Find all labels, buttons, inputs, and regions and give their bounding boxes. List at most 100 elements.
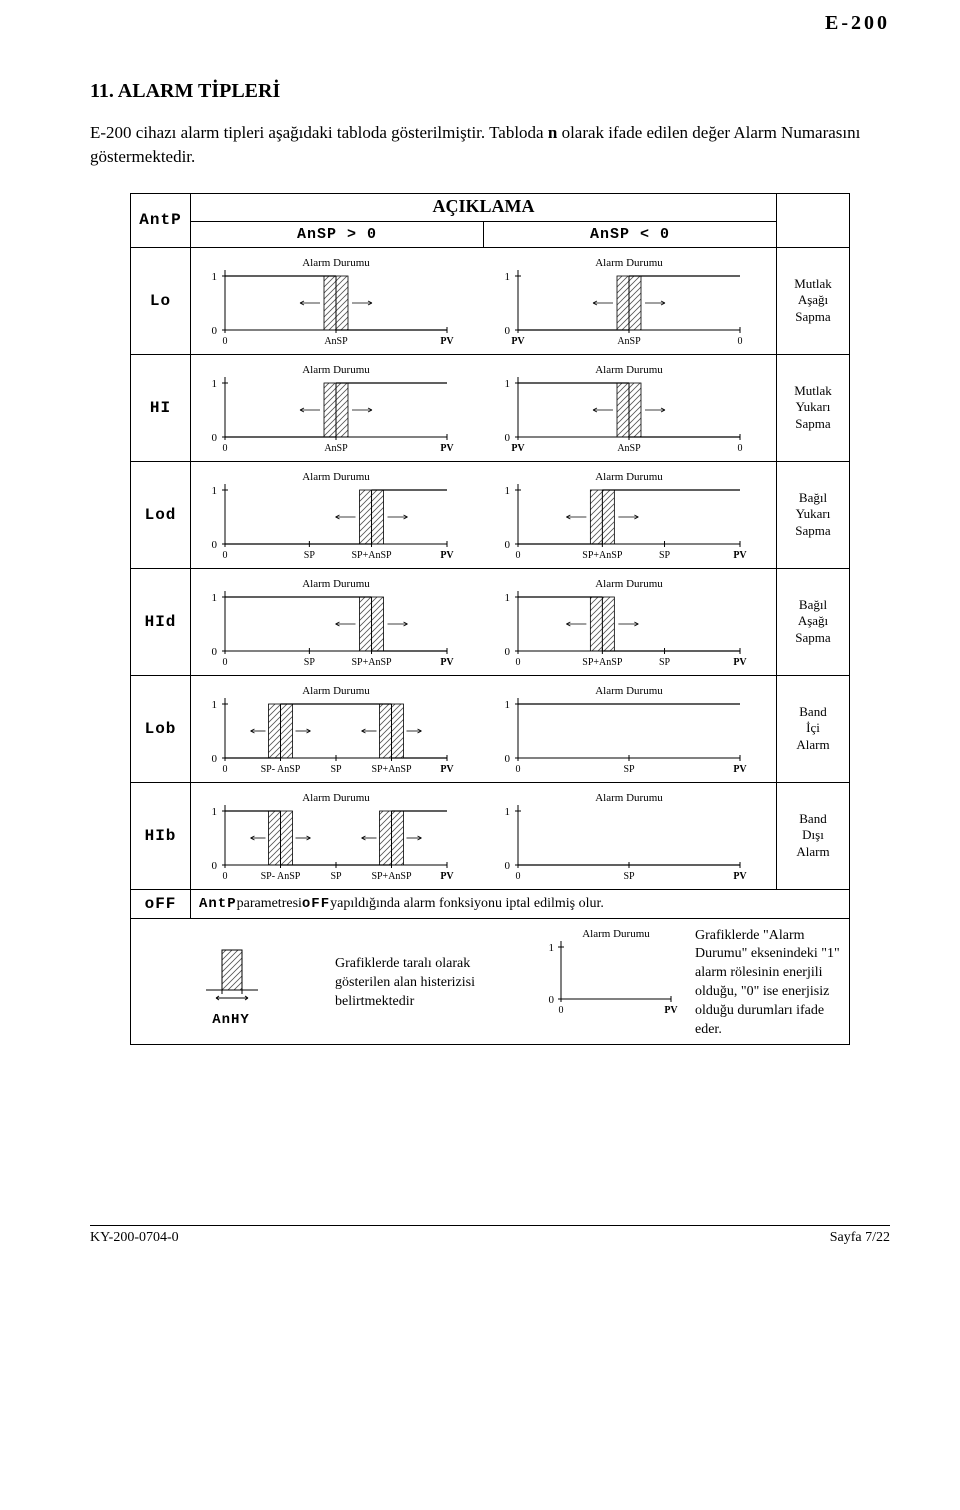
row-code: Lod — [131, 462, 191, 568]
svg-text:PV: PV — [733, 871, 747, 882]
svg-text:1: 1 — [504, 592, 510, 604]
svg-text:0: 0 — [223, 550, 228, 561]
svg-text:SP: SP — [658, 550, 670, 561]
svg-text:1: 1 — [504, 699, 510, 711]
svg-text:SP: SP — [623, 764, 635, 775]
svg-text:SP: SP — [623, 871, 635, 882]
graph-left: Alarm Durumu 10 0SPSP+AnSPPV — [191, 569, 484, 675]
graph-right: Alarm Durumu 10 PVAnSP0 — [484, 248, 777, 354]
off-text: AntP parametresi oFF yapıldığında alarm … — [191, 890, 849, 918]
table-row: Lob Alarm Durumu 10 0SP- AnSPSPSP+AnSPPV… — [131, 676, 849, 783]
header-title: AÇIKLAMA — [191, 194, 776, 222]
hysteresis-icon — [186, 942, 276, 1012]
table-row: Lod Alarm Durumu 10 0SPSP+AnSPPV Alarm D… — [131, 462, 849, 569]
svg-text:SP: SP — [330, 871, 342, 882]
svg-text:SP: SP — [304, 550, 316, 561]
svg-text:AnSP: AnSP — [617, 336, 641, 347]
off-seg: oFF — [302, 896, 330, 912]
table-row: HId Alarm Durumu 10 0SPSP+AnSPPV Alarm D… — [131, 569, 849, 676]
svg-text:PV: PV — [511, 443, 525, 454]
svg-text:0: 0 — [212, 753, 218, 765]
graph-right: Alarm Durumu 10 0SPPV — [484, 676, 777, 782]
rows-container: Lo Alarm Durumu 10 0AnSPPV Alarm Durumu … — [131, 248, 849, 890]
svg-text:Alarm Durumu: Alarm Durumu — [302, 364, 370, 376]
svg-text:0: 0 — [212, 325, 218, 337]
svg-text:Alarm Durumu: Alarm Durumu — [302, 471, 370, 483]
svg-text:0: 0 — [559, 1005, 564, 1016]
off-row: oFF AntP parametresi oFF yapıldığında al… — [131, 890, 849, 919]
row-code: HId — [131, 569, 191, 675]
svg-text:SP+AnSP: SP+AnSP — [351, 550, 392, 561]
svg-text:0: 0 — [223, 443, 228, 454]
svg-text:1: 1 — [504, 378, 510, 390]
page: E-200 11. ALARM TİPLERİ E-200 cihazı ala… — [0, 0, 960, 1276]
svg-text:SP+AnSP: SP+AnSP — [371, 764, 412, 775]
intro-paragraph: E-200 cihazı alarm tipleri aşağıdaki tab… — [90, 121, 890, 169]
footer-left: KY-200-0704-0 — [90, 1230, 179, 1246]
header-param-label: AntP — [131, 194, 191, 248]
col-neg-label: AnSP < 0 — [484, 222, 776, 247]
svg-text:Alarm Durumu: Alarm Durumu — [302, 685, 370, 697]
svg-text:0: 0 — [515, 871, 520, 882]
svg-text:SP- AnSP: SP- AnSP — [261, 871, 301, 882]
svg-text:0: 0 — [504, 860, 510, 872]
graph-left: Alarm Durumu 10 0SPSP+AnSPPV — [191, 462, 484, 568]
row-graphs: Alarm Durumu 10 0SP- AnSPSPSP+AnSPPV Ala… — [191, 783, 777, 889]
intro-bold: n — [548, 123, 557, 142]
header-sub: AnSP > 0 AnSP < 0 — [191, 222, 776, 247]
svg-text:PV: PV — [733, 657, 747, 668]
row-graphs: Alarm Durumu 10 0SPSP+AnSPPV Alarm Durum… — [191, 569, 777, 675]
svg-text:PV: PV — [440, 657, 454, 668]
off-code: oFF — [131, 890, 191, 918]
svg-text:1: 1 — [504, 271, 510, 283]
svg-text:0: 0 — [212, 432, 218, 444]
svg-text:0: 0 — [504, 325, 510, 337]
graph-right: Alarm Durumu 10 0SPPV — [484, 783, 777, 889]
svg-text:0: 0 — [549, 994, 555, 1006]
svg-text:SP+AnSP: SP+AnSP — [371, 871, 412, 882]
off-prefix: AntP — [199, 896, 237, 912]
legend-graph: Alarm Durumu 1 0 0 PV — [531, 919, 691, 1044]
svg-text:0: 0 — [223, 871, 228, 882]
svg-text:SP: SP — [304, 657, 316, 668]
svg-text:Alarm Durumu: Alarm Durumu — [302, 792, 370, 804]
row-desc: BandİçiAlarm — [777, 676, 849, 782]
svg-text:SP+AnSP: SP+AnSP — [582, 550, 623, 561]
svg-text:0: 0 — [223, 657, 228, 668]
svg-text:1: 1 — [549, 942, 555, 954]
svg-text:0: 0 — [737, 336, 742, 347]
svg-text:Alarm Durumu: Alarm Durumu — [595, 792, 663, 804]
row-graphs: Alarm Durumu 1 0 0 AnSP PV Alarm Durumu 10 … — [191, 248, 777, 354]
svg-text:0: 0 — [515, 550, 520, 561]
svg-text:Alarm Durumu: Alarm Durumu — [302, 578, 370, 590]
section-title: 11. ALARM TİPLERİ — [90, 80, 890, 103]
legend-row: AnHY Grafiklerde taralı olarak gösterile… — [131, 919, 849, 1044]
row-graphs: Alarm Durumu 1 0 0 AnSP PV Alarm Durumu 10 … — [191, 355, 777, 461]
graph-left: Alarm Durumu 10 0AnSPPV — [191, 248, 484, 354]
graph-right: Alarm Durumu 10 0SP+AnSPSPPV — [484, 462, 777, 568]
graph-right: Alarm Durumu 10 0SP+AnSPSPPV — [484, 569, 777, 675]
svg-text:SP: SP — [330, 764, 342, 775]
svg-text:0: 0 — [212, 646, 218, 658]
svg-text:AnSP: AnSP — [617, 443, 641, 454]
off-suffix: yapıldığında alarm fonksiyonu iptal edil… — [330, 896, 604, 912]
graph-left: Alarm Durumu 10 0SP- AnSPSPSP+AnSPPV — [191, 676, 484, 782]
svg-text:Alarm Durumu: Alarm Durumu — [595, 685, 663, 697]
svg-text:Alarm Durumu: Alarm Durumu — [595, 257, 663, 269]
svg-text:0: 0 — [504, 539, 510, 551]
row-code: HIb — [131, 783, 191, 889]
off-mid: parametresi — [237, 896, 302, 912]
alarm-type-table: AntP AÇIKLAMA AnSP > 0 AnSP < 0 Lo Alarm… — [130, 193, 850, 1045]
svg-text:0: 0 — [212, 539, 218, 551]
svg-text:Alarm Durumu: Alarm Durumu — [595, 364, 663, 376]
svg-text:PV: PV — [440, 871, 454, 882]
graph-left: Alarm Durumu 10 0AnSPPV — [191, 355, 484, 461]
graph-left: Alarm Durumu 10 0SP- AnSPSPSP+AnSPPV — [191, 783, 484, 889]
table-row: HI Alarm Durumu 10 0AnSPPV Alarm Durumu … — [131, 355, 849, 462]
svg-text:PV: PV — [733, 764, 747, 775]
header-code: E-200 — [825, 12, 890, 35]
legend-left: AnHY — [131, 919, 331, 1044]
svg-text:0: 0 — [737, 443, 742, 454]
row-desc: MutlakYukarıSapma — [777, 355, 849, 461]
svg-text:PV: PV — [440, 336, 454, 347]
